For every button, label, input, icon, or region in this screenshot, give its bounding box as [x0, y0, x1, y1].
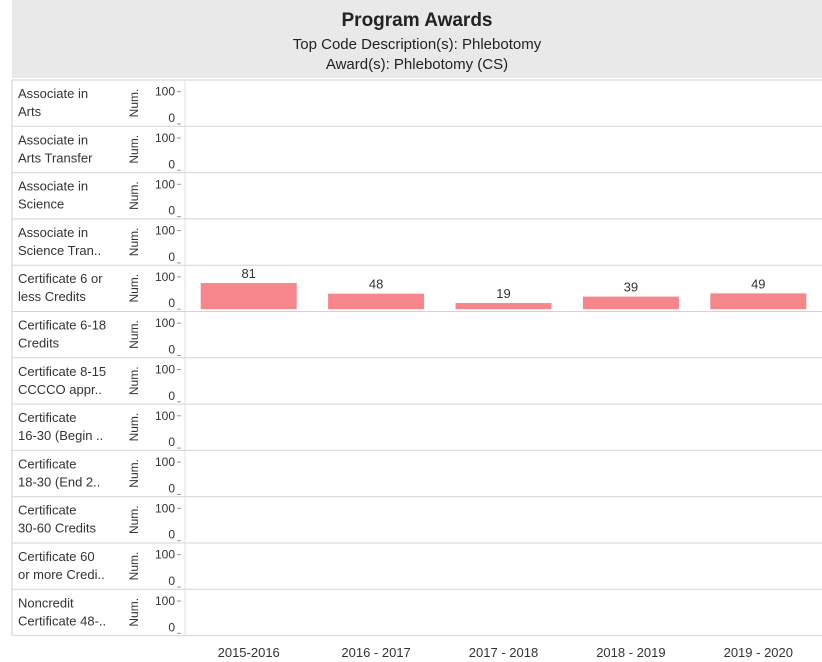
row-label: Science Tran.. — [18, 243, 101, 258]
y-tick-label: 100 — [155, 177, 175, 191]
row-label: less Credits — [18, 289, 86, 304]
y-tick-label: 100 — [155, 270, 175, 284]
y-tick-label: 100 — [155, 548, 175, 562]
y-tick-label: 100 — [155, 362, 175, 376]
y-tick-label: 100 — [155, 455, 175, 469]
row-label: Associate in — [18, 86, 88, 101]
bar — [455, 303, 552, 310]
y-tick-label: 0 — [168, 250, 175, 264]
y-tick-label: 0 — [168, 157, 175, 171]
subtitle: Award(s): Phlebotomy (CS) — [326, 56, 508, 73]
value-label: 39 — [624, 280, 638, 295]
y-axis-title: Num. — [127, 228, 141, 257]
y-tick-label: 100 — [155, 224, 175, 238]
y-tick-label: 0 — [168, 528, 175, 542]
y-tick-label: 100 — [155, 594, 175, 608]
row-label: Certificate 6-18 — [18, 318, 106, 333]
y-tick-label: 100 — [155, 409, 175, 423]
x-tick-label: 2017 - 2018 — [469, 645, 538, 660]
y-tick-label: 100 — [155, 131, 175, 145]
row-label: Arts Transfer — [18, 150, 93, 165]
y-axis-title: Num. — [127, 413, 141, 442]
y-axis-title: Num. — [127, 459, 141, 488]
row-label: Credits — [18, 336, 60, 351]
y-axis-title: Num. — [127, 89, 141, 118]
y-tick-label: 100 — [155, 316, 175, 330]
y-axis-title: Num. — [127, 274, 141, 303]
x-tick-label: 2018 - 2019 — [596, 645, 665, 660]
chart-title: Program Awards — [342, 10, 493, 31]
row-label: Certificate — [18, 410, 77, 425]
x-tick-label: 2015-2016 — [218, 645, 280, 660]
row-label: Certificate — [18, 503, 77, 518]
y-tick-label: 0 — [168, 620, 175, 634]
y-tick-label: 0 — [168, 574, 175, 588]
row-label: Certificate 6 or — [18, 271, 103, 286]
value-label: 81 — [241, 266, 255, 281]
header-band — [12, 0, 822, 78]
y-axis-title: Num. — [127, 181, 141, 210]
row-label: Associate in — [18, 179, 88, 194]
bar — [200, 283, 297, 310]
row-label: Certificate 8-15 — [18, 364, 106, 379]
row-label: Noncredit — [18, 595, 74, 610]
y-tick-label: 100 — [155, 501, 175, 515]
row-label: Certificate 60 — [18, 549, 95, 564]
row-label: 16-30 (Begin .. — [18, 428, 103, 443]
row-label: 18-30 (End 2.. — [18, 474, 100, 489]
row-label: CCCCO appr.. — [18, 382, 102, 397]
y-tick-label: 0 — [168, 343, 175, 357]
y-tick-label: 0 — [168, 111, 175, 125]
row-label: Certificate — [18, 456, 77, 471]
row-label: Arts — [18, 104, 42, 119]
row-label: 30-60 Credits — [18, 521, 97, 536]
value-label: 48 — [369, 277, 383, 292]
y-tick-label: 0 — [168, 435, 175, 449]
y-tick-label: 0 — [168, 296, 175, 310]
y-axis-title: Num. — [127, 135, 141, 164]
row-label: Associate in — [18, 225, 88, 240]
y-axis-title: Num. — [127, 320, 141, 349]
row-label: Certificate 48-.. — [18, 613, 106, 628]
y-tick-label: 0 — [168, 481, 175, 495]
value-label: 19 — [496, 286, 510, 301]
row-label: Science — [18, 197, 64, 212]
row-label: or more Credi.. — [18, 567, 105, 582]
bar — [328, 293, 425, 310]
y-axis-title: Num. — [127, 366, 141, 395]
y-tick-label: 0 — [168, 204, 175, 218]
y-axis-title: Num. — [127, 598, 141, 627]
bar — [710, 293, 807, 310]
value-label: 49 — [751, 276, 765, 291]
y-axis-title: Num. — [127, 505, 141, 534]
bar — [582, 296, 679, 310]
y-axis-title: Num. — [127, 552, 141, 581]
y-tick-label: 100 — [155, 85, 175, 99]
x-tick-label: 2019 - 2020 — [724, 645, 793, 660]
y-tick-label: 0 — [168, 389, 175, 403]
x-tick-label: 2016 - 2017 — [341, 645, 410, 660]
row-label: Associate in — [18, 132, 88, 147]
subtitle: Top Code Description(s): Phlebotomy — [293, 36, 542, 53]
